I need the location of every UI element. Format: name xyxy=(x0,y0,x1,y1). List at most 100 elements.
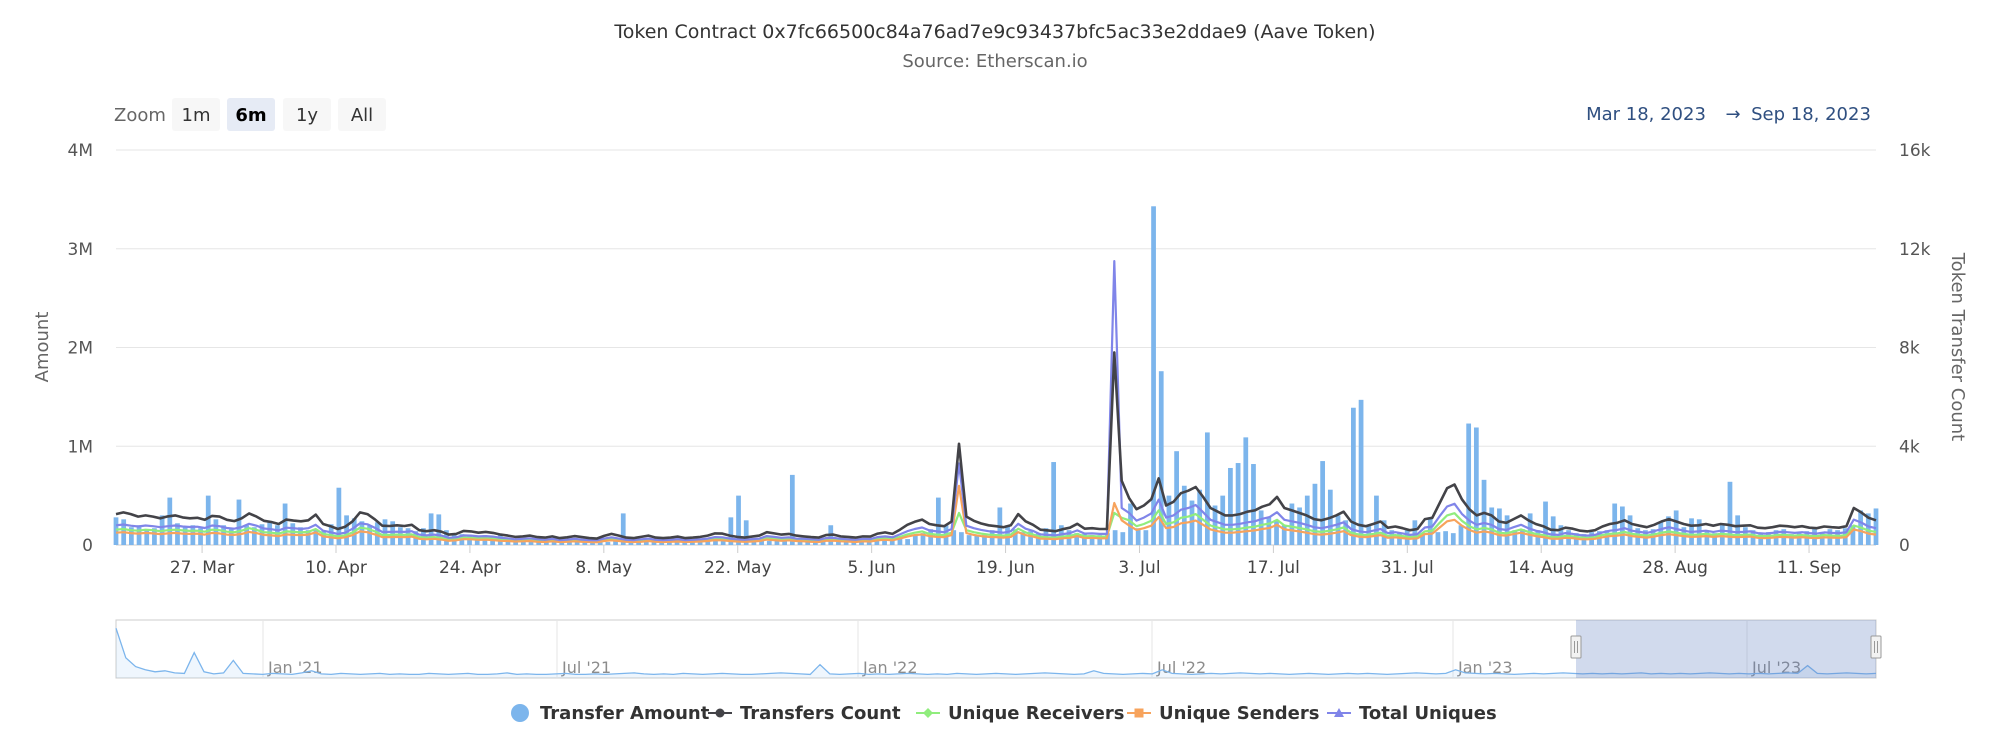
y-right-tick-label: 4k xyxy=(1899,437,1920,457)
transfer-amount-bar xyxy=(728,517,734,545)
transfer-amount-bar xyxy=(359,521,365,545)
y-axis-left-ticks: 0 1M 2M 3M 4M xyxy=(68,141,93,556)
legend-item-transfers-count[interactable]: Transfers Count xyxy=(708,703,901,724)
navigator-frame xyxy=(115,619,1877,679)
transfer-amount-bar xyxy=(1873,508,1879,545)
transfer-amount-bar xyxy=(1673,510,1679,545)
navigator-selection[interactable] xyxy=(1576,620,1876,678)
transfer-amount-bar xyxy=(1535,530,1541,545)
transfer-amount-bar xyxy=(1358,399,1364,545)
transfers-count-line xyxy=(115,351,1877,540)
zoom-button-6m[interactable]: 6m xyxy=(227,98,275,131)
transfer-amount-bar xyxy=(805,541,811,545)
transfer-amount-bar xyxy=(905,539,910,545)
transfer-amount-bar xyxy=(467,536,472,545)
legend-label: Unique Receivers xyxy=(948,703,1124,724)
legend-item-total-uniques[interactable]: Total Uniques xyxy=(1327,703,1497,724)
transfer-amount-bar xyxy=(390,521,396,545)
transfer-amount-bar xyxy=(705,541,711,545)
transfer-amount-bar xyxy=(605,542,611,545)
transfer-amount-bar xyxy=(759,539,764,545)
zoom-button-1y[interactable]: 1y xyxy=(283,98,331,131)
navigator-left-handle[interactable] xyxy=(1570,635,1582,659)
y-right-tick-label: 16k xyxy=(1899,141,1931,161)
zoom-button-1y-label: 1y xyxy=(296,105,318,126)
x-axis-ticks: 27. Mar 10. Apr 24. Apr 8. May 22. May 5. Jun… xyxy=(170,545,1841,578)
legend-item-transfer-amount[interactable]: Transfer Amount xyxy=(511,703,710,724)
y-right-tick-label: 12k xyxy=(1899,240,1931,260)
transfer-amount-bar xyxy=(674,542,680,545)
transfer-amount-bar xyxy=(651,542,657,545)
series-lines xyxy=(115,260,1877,544)
range-to-input[interactable]: Sep 18, 2023 xyxy=(1751,104,1871,125)
transfer-amount-bar xyxy=(582,541,588,545)
transfer-amount-bar xyxy=(1258,510,1264,545)
x-tick-label: 19. Jun xyxy=(976,558,1035,578)
x-tick-label: 8. May xyxy=(575,558,632,578)
transfer-amount-bar xyxy=(766,541,772,545)
transfer-amount-bar xyxy=(251,527,257,545)
transfer-amount-bar xyxy=(882,540,887,545)
zoom-button-1m-label: 1m xyxy=(182,105,211,126)
transfer-amount-bar xyxy=(897,537,903,545)
transfer-amount-bar xyxy=(1158,371,1164,545)
transfer-amount-bar xyxy=(1543,501,1548,545)
legend-item-unique-receivers[interactable]: Unique Receivers xyxy=(916,703,1124,724)
transfer-amount-bar xyxy=(1166,495,1172,545)
y-axis-right-title: Token Transfer Count xyxy=(1947,252,1968,442)
zoom-button-all[interactable]: All xyxy=(338,98,386,131)
x-tick-label: 17. Jul xyxy=(1247,558,1300,578)
transfer-amount-bar xyxy=(1712,533,1717,545)
transfer-amount-bar xyxy=(597,541,603,545)
transfer-amount-bar xyxy=(1381,520,1387,545)
y-axis-left-title: Amount xyxy=(32,312,53,383)
transfer-amount-bar xyxy=(1204,432,1210,545)
transfer-amount-bar xyxy=(1789,534,1794,545)
legend-item-unique-senders[interactable]: Unique Senders xyxy=(1127,703,1319,724)
transfer-amount-bar xyxy=(820,542,826,545)
transfer-amount-bar xyxy=(244,525,250,545)
transfer-amount-bar xyxy=(1212,505,1218,545)
transfer-amount-bar xyxy=(1151,206,1156,545)
legend-marker xyxy=(923,708,933,718)
legend-marker xyxy=(1134,708,1144,718)
y-left-tick-label: 0 xyxy=(82,536,93,556)
transfer-amount-bar xyxy=(182,527,188,545)
x-tick-label: 10. Apr xyxy=(305,558,367,578)
transfer-amount-bar xyxy=(144,530,150,545)
transfer-amount-bar xyxy=(959,532,964,545)
transfer-amount-bar xyxy=(1850,525,1856,545)
transfer-amount-bar xyxy=(228,529,234,545)
transfer-amount-bar xyxy=(1274,520,1279,545)
range-from-input[interactable]: Mar 18, 2023 xyxy=(1586,104,1706,125)
transfer-amount-bar xyxy=(236,499,242,545)
transfer-amount-bar xyxy=(1466,423,1472,545)
legend-marker xyxy=(511,704,529,722)
transfer-amount-bar xyxy=(198,528,203,545)
transfer-amount-bar xyxy=(613,541,618,545)
transfer-amount-bar xyxy=(1289,503,1295,545)
transfer-amount-bar xyxy=(1458,525,1464,545)
chart-title: Token Contract 0x7fc66500c84a76ad7e9c934… xyxy=(613,21,1375,43)
transfer-amount-bar xyxy=(1397,533,1402,545)
transfer-amount-bar xyxy=(1620,506,1625,545)
transfer-amount-bar xyxy=(1297,507,1302,545)
transfer-amount-bar xyxy=(935,497,941,545)
transfer-amount-bar xyxy=(1435,532,1441,545)
transfer-amount-bar xyxy=(720,539,726,545)
transfer-amount-bar xyxy=(1074,533,1080,545)
navigator-right-handle[interactable] xyxy=(1870,635,1882,659)
transfer-amount-bar xyxy=(1796,533,1802,545)
transfer-amount-bar xyxy=(1097,535,1103,545)
transfer-amount-bar xyxy=(1412,520,1418,545)
y-left-tick-label: 4M xyxy=(68,141,93,161)
range-selector: Mar 18, 2023 → Sep 18, 2023 xyxy=(1586,104,1871,125)
zoom-button-1m[interactable]: 1m xyxy=(172,98,220,131)
transfer-amount-bar xyxy=(1020,532,1026,545)
transfer-amount-bar xyxy=(136,525,142,545)
transfer-amount-bar xyxy=(167,497,173,545)
transfer-amount-bar xyxy=(1028,531,1033,545)
legend-label: Transfers Count xyxy=(740,703,901,724)
